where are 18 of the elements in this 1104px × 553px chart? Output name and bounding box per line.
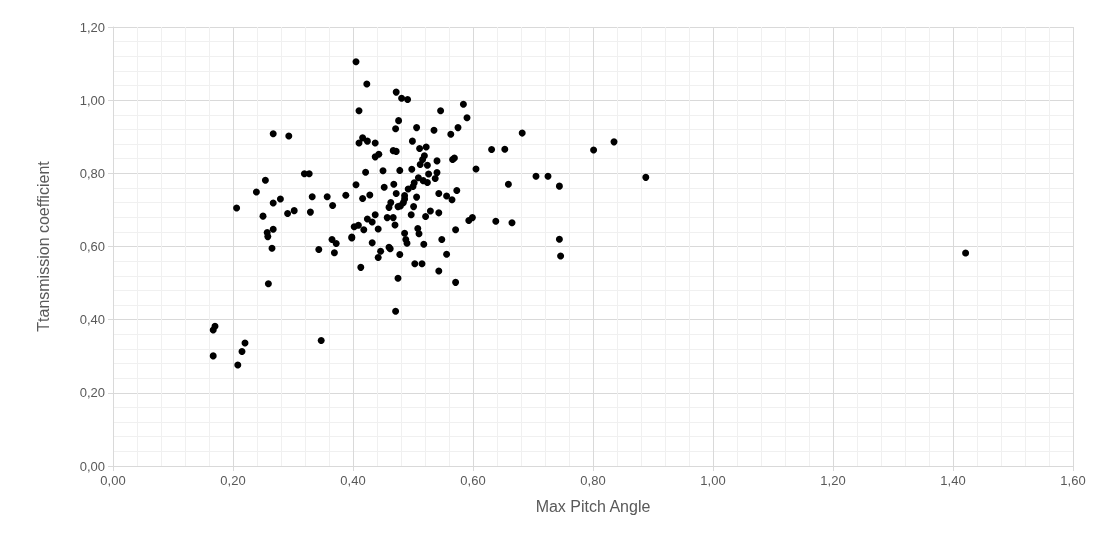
y-tick-label: 0,20 — [79, 385, 105, 401]
x-tick-label: 1,20 — [820, 473, 846, 488]
x-tick-label: 0,40 — [340, 473, 366, 488]
x-tick-label: 0,20 — [220, 473, 246, 488]
y-tick-label: 0,40 — [79, 312, 105, 328]
y-tick-label: 1,00 — [79, 92, 105, 108]
x-tick-label: 0,00 — [100, 473, 126, 488]
y-axis-title: Ttansmission coefficient — [34, 160, 52, 332]
x-tick-label: 0,80 — [580, 473, 606, 488]
y-tick-label: 0,00 — [79, 458, 105, 474]
x-tick-label: 0,60 — [460, 473, 486, 488]
x-tick-label: 1,60 — [1060, 473, 1086, 488]
x-tick-label: 1,40 — [940, 473, 966, 488]
x-tick-label: 1,00 — [700, 473, 726, 488]
y-tick-label: 1,20 — [79, 19, 105, 35]
y-tick-label: 0,60 — [79, 239, 105, 254]
y-tick-label: 0,80 — [79, 165, 105, 181]
x-axis-title: Max Pitch Angle — [535, 497, 651, 515]
